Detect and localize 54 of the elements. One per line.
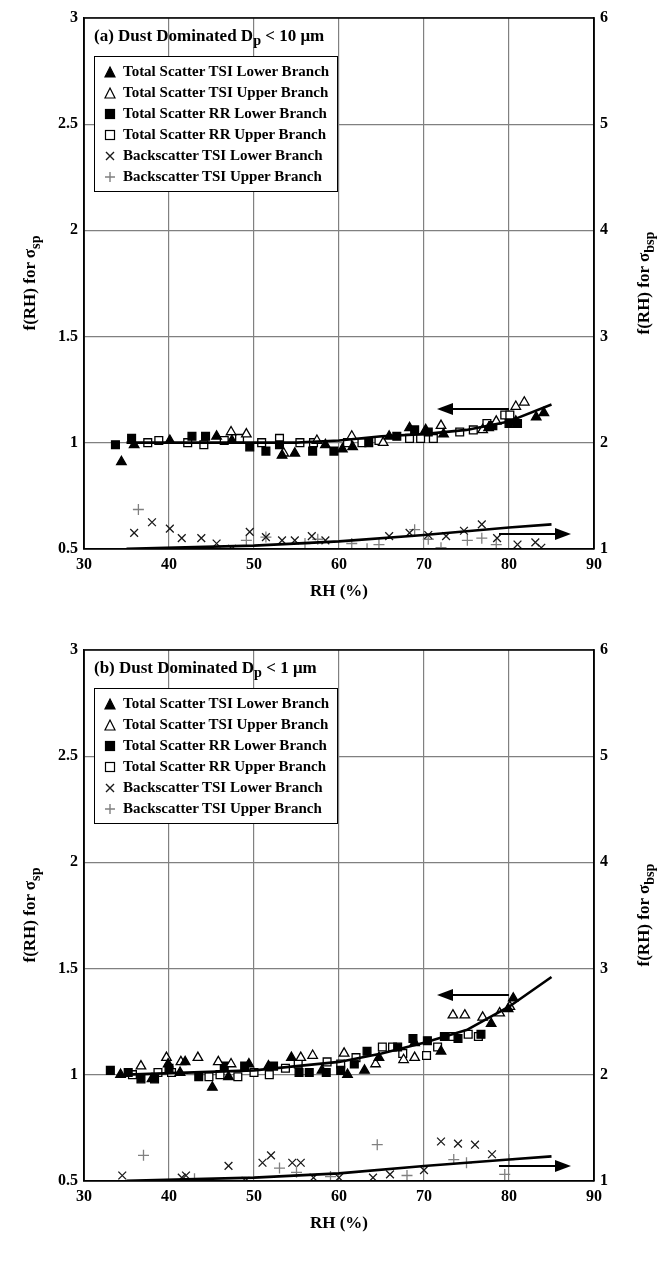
legend-label: Total Scatter TSI Lower Branch [123,695,330,712]
y-tick-label: 2 [70,852,78,870]
text: (a) Dust Dominated D$_{p}$ < 10 μm [94,26,325,50]
x-tick-label: 90 [586,1186,602,1204]
y-tick-label: 2.5 [58,114,78,132]
y2-tick-label: 6 [600,640,608,658]
x-tick-label: 50 [246,554,262,572]
legend-label: Backscatter TSI Upper Branch [123,168,322,185]
legend-label: Backscatter TSI Lower Branch [123,147,323,164]
x-tick-label: 40 [161,1186,177,1204]
legend-label: Total Scatter RR Lower Branch [123,105,327,122]
legend-label: Backscatter TSI Lower Branch [123,779,323,796]
y-tick-label: 3 [70,640,78,658]
legend-label: Total Scatter RR Upper Branch [123,126,327,143]
y-tick-label: 0.5 [58,538,78,556]
y2-tick-label: 4 [600,220,608,238]
y2-tick-label: 1 [600,1170,608,1188]
y2-tick-label: 4 [600,852,608,870]
legend-label: Total Scatter RR Lower Branch [123,737,327,754]
y2-tick-label: 5 [600,114,608,132]
y2-tick-label: 2 [600,1064,608,1082]
legend-label: Total Scatter TSI Upper Branch [123,716,329,733]
legend-label: Total Scatter RR Upper Branch [123,758,327,775]
x-tick-label: 80 [501,554,517,572]
y-tick-label: 1 [70,432,78,450]
y2-tick-label: 2 [600,432,608,450]
legend-label: Total Scatter TSI Upper Branch [123,84,329,101]
y-tick-label: 2 [70,220,78,238]
x-tick-label: 50 [246,1186,262,1204]
legend-label: Backscatter TSI Upper Branch [123,800,322,817]
y-tick-label: 3 [70,8,78,26]
x-axis-title: RH (%) [309,1212,369,1233]
y2-tick-label: 1 [600,538,608,556]
y-tick-label: 1.5 [58,958,78,976]
x-tick-label: 70 [416,1186,432,1204]
x-tick-label: 40 [161,554,177,572]
y2-tick-label: 3 [600,958,608,976]
y2-tick-label: 6 [600,8,608,26]
y-tick-label: 1.5 [58,326,78,344]
y-tick-label: 0.5 [58,1170,78,1188]
y2-tick-label: 3 [600,326,608,344]
x-tick-label: 60 [331,1186,347,1204]
x-axis-title: RH (%) [309,580,369,601]
y2-tick-label: 5 [600,746,608,764]
x-tick-label: 80 [501,1186,517,1204]
x-tick-label: 90 [586,554,602,572]
x-tick-label: 70 [416,554,432,572]
text: (b) Dust Dominated D$_{p}$ < 1 μm [94,658,317,682]
x-tick-label: 30 [76,554,92,572]
x-tick-label: 30 [76,1186,92,1204]
y-tick-label: 2.5 [58,746,78,764]
legend-label: Total Scatter TSI Lower Branch [123,63,330,80]
y-tick-label: 1 [70,1064,78,1082]
x-tick-label: 60 [331,554,347,572]
